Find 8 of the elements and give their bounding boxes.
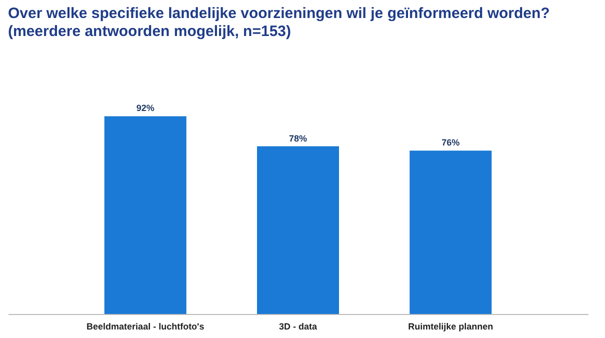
chart-subtitle: (meerdere antwoorden mogelijk, n=153) [8, 23, 292, 40]
chart-title: Over welke specifieke landelijke voorzieningen wil je geïnformeerd worden? [8, 5, 550, 22]
x-tick-label: Ruimtelijke plannen [408, 322, 494, 332]
x-tick-label: 3D - data [278, 322, 318, 332]
data-label: 78% [288, 133, 308, 144]
x-tick-label: Beeldmateriaal - luchtfoto's [86, 322, 204, 332]
data-label: 92% [136, 103, 154, 114]
data-label: 76% [442, 138, 460, 148]
